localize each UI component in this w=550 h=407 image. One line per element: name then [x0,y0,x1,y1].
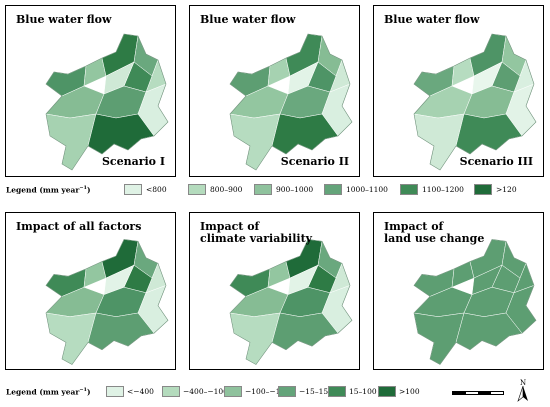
subbasin-region [229,113,281,171]
subbasin-region [413,113,465,171]
legend-label: −400–−100 [183,387,228,396]
subbasin-region [45,113,97,171]
panel-impact-all-factors: Impact of all factors [5,212,176,370]
panel-title: Impact of land use change [384,220,485,245]
legend-swatch [378,386,396,397]
subbasin-region [229,312,281,365]
watershed-map [229,33,353,171]
legend-title: Legend (mm year−1) [6,387,91,397]
legend-swatch [188,184,206,195]
scale-bar [452,391,504,395]
watershed-map [413,33,537,171]
watershed-map [45,239,169,365]
panel-title: Blue water flow [200,13,296,26]
legend-swatch [474,184,492,195]
watershed-outline [229,239,353,365]
watershed-outline [45,239,169,365]
panel-blue-water-scenario-2: Blue water flow Scenario II [189,5,360,177]
panel-title: Blue water flow [16,13,112,26]
legend-swatch [328,386,346,397]
watershed-map [229,239,353,365]
scenario-label: Scenario III [459,155,533,168]
scenario-label: Scenario I [101,155,165,168]
legend-label: 1000–1100 [346,185,388,194]
subbasin-region [45,312,97,365]
legend-label: <800 [146,185,167,194]
legend-label: 15–100 [349,387,377,396]
legend-label: −15–15 [299,387,329,396]
north-label: N [520,379,526,387]
legend-label: >100 [399,387,420,396]
legend-swatch [106,386,124,397]
legend-label: 800–900 [210,185,243,194]
legend-title: Legend (mm year−1) [6,185,91,195]
legend-label: 900–1000 [276,185,314,194]
legend-swatch [162,386,180,397]
legend-label: −100–−15 [245,387,286,396]
watershed-outline [413,239,537,365]
legend-label: 1100–1200 [422,185,464,194]
panel-title: Blue water flow [384,13,480,26]
legend-swatch [400,184,418,195]
legend-swatch [278,386,296,397]
scenario-label: Scenario II [280,155,349,168]
panel-blue-water-scenario-3: Blue water flow Scenario III [373,5,544,177]
panel-title: Impact of all factors [16,220,142,233]
legend-impact: Legend (mm year−1) <−400 −400–−100 −100–… [6,385,446,399]
north-arrow-icon: N [517,379,528,402]
watershed-outline [45,33,169,171]
panel-title: Impact of climate variability [200,220,313,245]
watershed-outline [229,33,353,171]
panel-impact-land-use-change: Impact of land use change [373,212,544,370]
legend-swatch [324,184,342,195]
watershed-map [413,239,537,365]
legend-blue-water: Legend (mm year−1) <800 800–900 900–1000… [6,183,550,197]
watershed-outline [413,33,537,171]
subbasin-region [413,312,465,365]
watershed-map [45,33,169,171]
legend-label: <−400 [127,387,154,396]
panel-impact-climate-variability: Impact of climate variability [189,212,360,370]
panel-blue-water-scenario-1: Blue water flow Scenario I [5,5,176,177]
legend-label: >120 [496,185,517,194]
legend-swatch [124,184,142,195]
legend-swatch [224,386,242,397]
legend-swatch [254,184,272,195]
